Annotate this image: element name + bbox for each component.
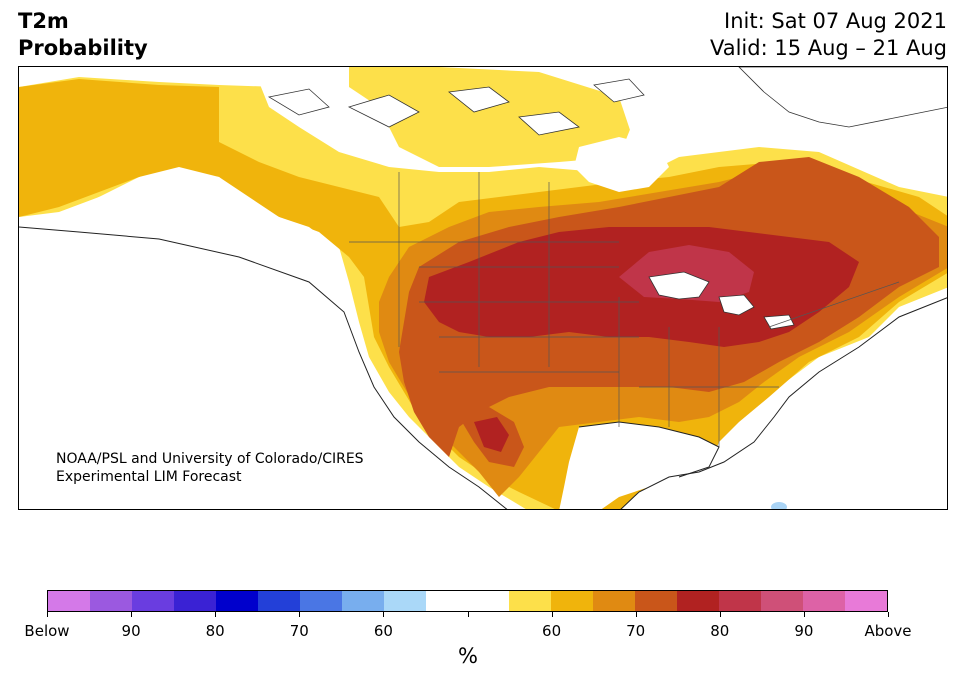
arctic-islands: [267, 78, 645, 136]
colorbar-tick-label: 90: [794, 622, 814, 640]
colorbar-tick-label: 60: [542, 622, 562, 640]
colorbar-tickmark: [131, 612, 133, 617]
pacific-ocean: [19, 227, 507, 509]
colorbar-segment: [89, 591, 132, 611]
state-boundaries: [349, 172, 900, 447]
date-info: Init: Sat 07 Aug 2021 Valid: 15 Aug – 21…: [710, 8, 947, 62]
hudson-bay: [574, 137, 669, 192]
colorbar-tick-label: 60: [373, 622, 393, 640]
map-canvas: [19, 67, 947, 509]
colorbar-tickmark: [299, 612, 301, 617]
probability-colorbar: [47, 590, 888, 612]
colorbar-segment: [257, 591, 300, 611]
colorbar-segment: [509, 591, 552, 611]
credit-line-2: Experimental LIM Forecast: [56, 469, 242, 485]
colorbar-tickmark: [803, 612, 805, 617]
colorbar-tickmark: [383, 612, 385, 617]
colorbar-segment: [48, 591, 90, 611]
colorbar-tick-label: 80: [205, 622, 225, 640]
colorbar-tickmark: [635, 612, 637, 617]
greenland: [738, 67, 947, 128]
map-title: T2m Probability: [18, 8, 148, 62]
colorbar-segment: [131, 591, 174, 611]
valid-range: Valid: 15 Aug – 21 Aug: [709, 36, 947, 60]
colorbar-tickmark: [888, 612, 889, 617]
colorbar-segment: [341, 591, 384, 611]
neutral-pacific: [19, 172, 339, 282]
colorbar-segment: [677, 591, 720, 611]
colorbar-segment: [173, 591, 216, 611]
shading-75-mexico: [474, 417, 509, 452]
colorbar-segment: [761, 591, 804, 611]
colorbar-segment: [215, 591, 258, 611]
init-date: Init: Sat 07 Aug 2021: [724, 9, 947, 33]
colorbar-tickmark: [47, 612, 48, 617]
coastline: [19, 226, 508, 509]
colorbar-segment: [299, 591, 342, 611]
great-lakes: [648, 271, 795, 330]
colorbar-segment: [845, 591, 888, 611]
colorbar-tick-label: Above: [864, 622, 912, 640]
credit-line-1: NOAA/PSL and University of Colorado/CIRE…: [56, 451, 364, 467]
colorbar-tickmark: [551, 612, 553, 617]
colorbar-tick-label: 90: [121, 622, 141, 640]
colorbar-tick-label: 70: [289, 622, 309, 640]
colorbar-segment: [467, 591, 510, 611]
colorbar-tickmark: [719, 612, 721, 617]
colorbar-tick-label: 70: [626, 622, 646, 640]
colorbar-segment: [425, 591, 468, 611]
colorbar-segment: [551, 591, 594, 611]
map-credit: NOAA/PSL and University of Colorado/CIRE…: [56, 450, 364, 486]
colorbar-tickmark: [467, 612, 469, 617]
colorbar-segment: [719, 591, 762, 611]
below-normal-patch: [771, 502, 787, 509]
colorbar-segment: [803, 591, 846, 611]
colorbar-units: %: [458, 644, 478, 668]
variable-name: T2m: [18, 9, 69, 33]
field-name: Probability: [18, 36, 148, 60]
colorbar-segment: [593, 591, 636, 611]
colorbar-tick-label: 80: [710, 622, 730, 640]
gulf-of-mexico: [559, 422, 719, 509]
atlantic-ocean: [621, 297, 947, 509]
colorbar-segment: [635, 591, 678, 611]
coastline-east: [620, 297, 947, 509]
colorbar-tick-label: Below: [24, 622, 70, 640]
colorbar-segment: [383, 591, 426, 611]
forecast-map: NOAA/PSL and University of Colorado/CIRE…: [18, 66, 948, 510]
colorbar-tickmark: [215, 612, 217, 617]
